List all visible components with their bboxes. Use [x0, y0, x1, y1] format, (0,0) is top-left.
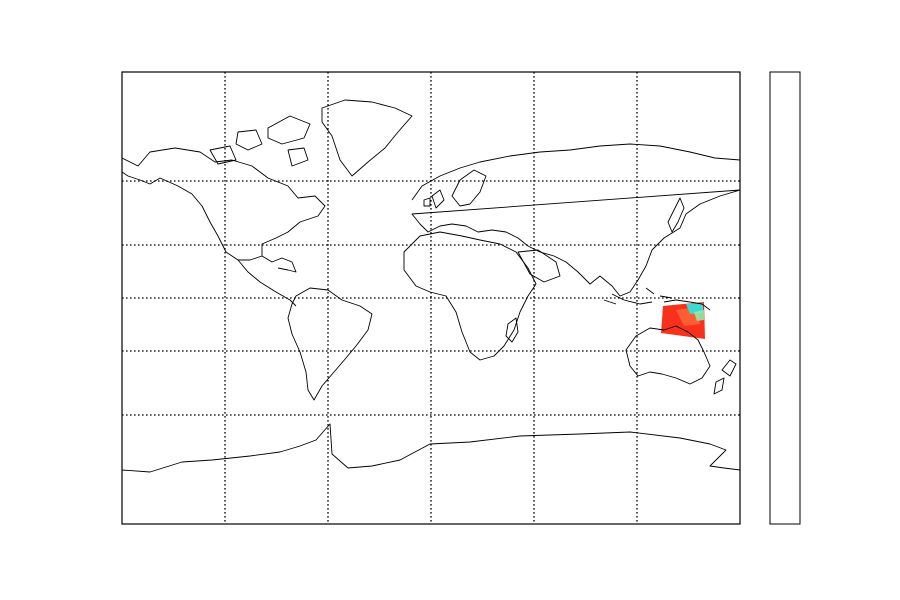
coast-central-america — [237, 259, 297, 307]
coast-new-guinea — [663, 299, 711, 311]
brightness-temperature-swath — [661, 302, 705, 339]
map-area — [122, 72, 740, 524]
coast-greenland — [321, 99, 413, 177]
coast-antarctica — [122, 423, 740, 473]
colorbar — [769, 71, 801, 525]
coast-north-america — [122, 147, 326, 261]
coast-madagascar — [505, 317, 519, 343]
coast-japan — [667, 197, 685, 233]
coast-new-zealand — [713, 359, 737, 395]
coast-scandinavia — [451, 169, 487, 207]
coast-australia — [625, 325, 711, 385]
swath-cool-patch — [694, 310, 704, 321]
coast-africa — [403, 231, 537, 361]
coast-south-america — [287, 287, 373, 401]
graticule — [122, 72, 740, 524]
coast-arctic-islands — [209, 115, 311, 167]
colorbar-gradient — [769, 71, 801, 525]
coast-arabia — [517, 249, 561, 283]
coast-eurasia — [411, 143, 740, 297]
coast-gulf-florida — [261, 255, 297, 273]
coast-maritime-asia — [603, 287, 673, 305]
coast-british-isles — [423, 189, 445, 209]
map-frame — [121, 71, 741, 525]
coastlines — [122, 99, 740, 473]
